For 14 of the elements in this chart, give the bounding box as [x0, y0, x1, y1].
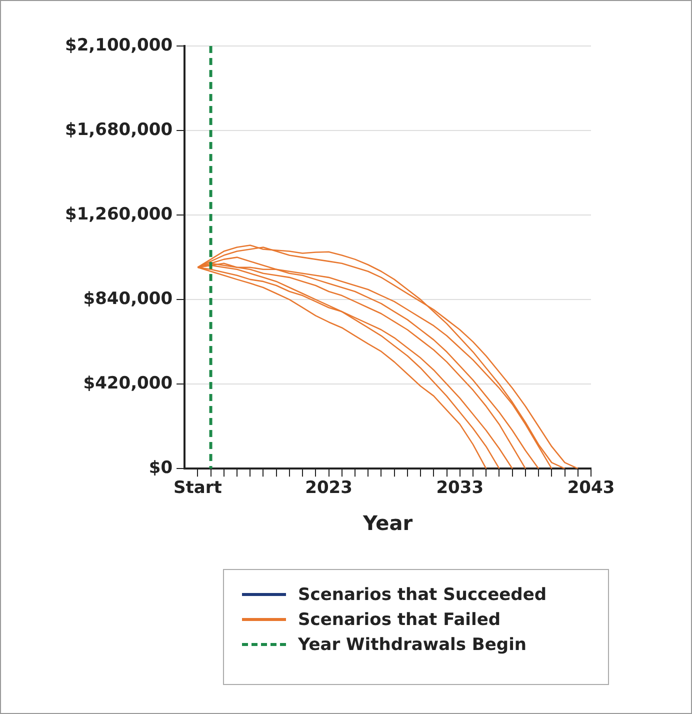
- legend-label: Scenarios that Failed: [298, 610, 501, 630]
- y-tick-label: $420,000: [83, 374, 173, 394]
- y-tick-label: $1,680,000: [65, 120, 173, 140]
- x-tick-label: 2023: [305, 478, 352, 498]
- y-tick-label: $1,260,000: [65, 204, 173, 224]
- y-tick-label: $840,000: [83, 288, 173, 309]
- x-tick-label: Start: [173, 478, 222, 498]
- x-tick-label: 2033: [436, 478, 484, 498]
- y-tick-label: $2,100,000: [65, 35, 173, 56]
- x-axis-title: Year: [362, 511, 413, 536]
- y-tick-label: $0: [148, 458, 173, 478]
- legend-label: Year Withdrawals Begin: [298, 634, 527, 654]
- x-tick-label: 2043: [567, 478, 615, 498]
- legend-label: Scenarios that Succeeded: [298, 584, 547, 604]
